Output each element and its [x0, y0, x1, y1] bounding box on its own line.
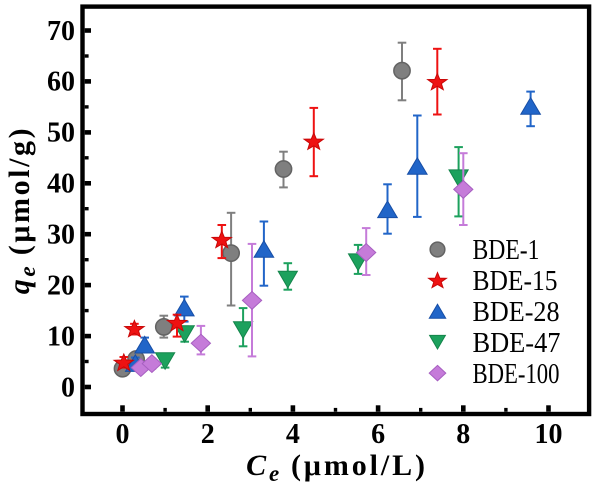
svg-text:BDE-1: BDE-1 [473, 235, 540, 266]
svg-text:2: 2 [201, 419, 215, 450]
svg-text:10: 10 [47, 321, 75, 352]
svg-text:50: 50 [47, 118, 75, 149]
svg-text:BDE-100: BDE-100 [473, 359, 560, 390]
svg-text:0: 0 [116, 419, 130, 450]
svg-text:60: 60 [47, 67, 75, 98]
svg-text:BDE-47: BDE-47 [473, 328, 561, 359]
svg-text:qe (μmol/g): qe (μmol/g) [3, 126, 40, 294]
svg-text:6: 6 [371, 419, 385, 450]
svg-text:4: 4 [286, 419, 300, 450]
svg-text:10: 10 [535, 419, 563, 450]
svg-text:8: 8 [456, 419, 470, 450]
svg-text:40: 40 [47, 169, 75, 200]
svg-text:20: 20 [47, 270, 75, 301]
svg-text:70: 70 [47, 16, 75, 47]
svg-text:BDE-15: BDE-15 [473, 266, 558, 297]
svg-text:0: 0 [61, 372, 75, 403]
svg-text:Ce (μmol/L): Ce (μmol/L) [246, 449, 428, 486]
svg-text:BDE-28: BDE-28 [473, 297, 560, 328]
svg-text:30: 30 [47, 220, 75, 251]
